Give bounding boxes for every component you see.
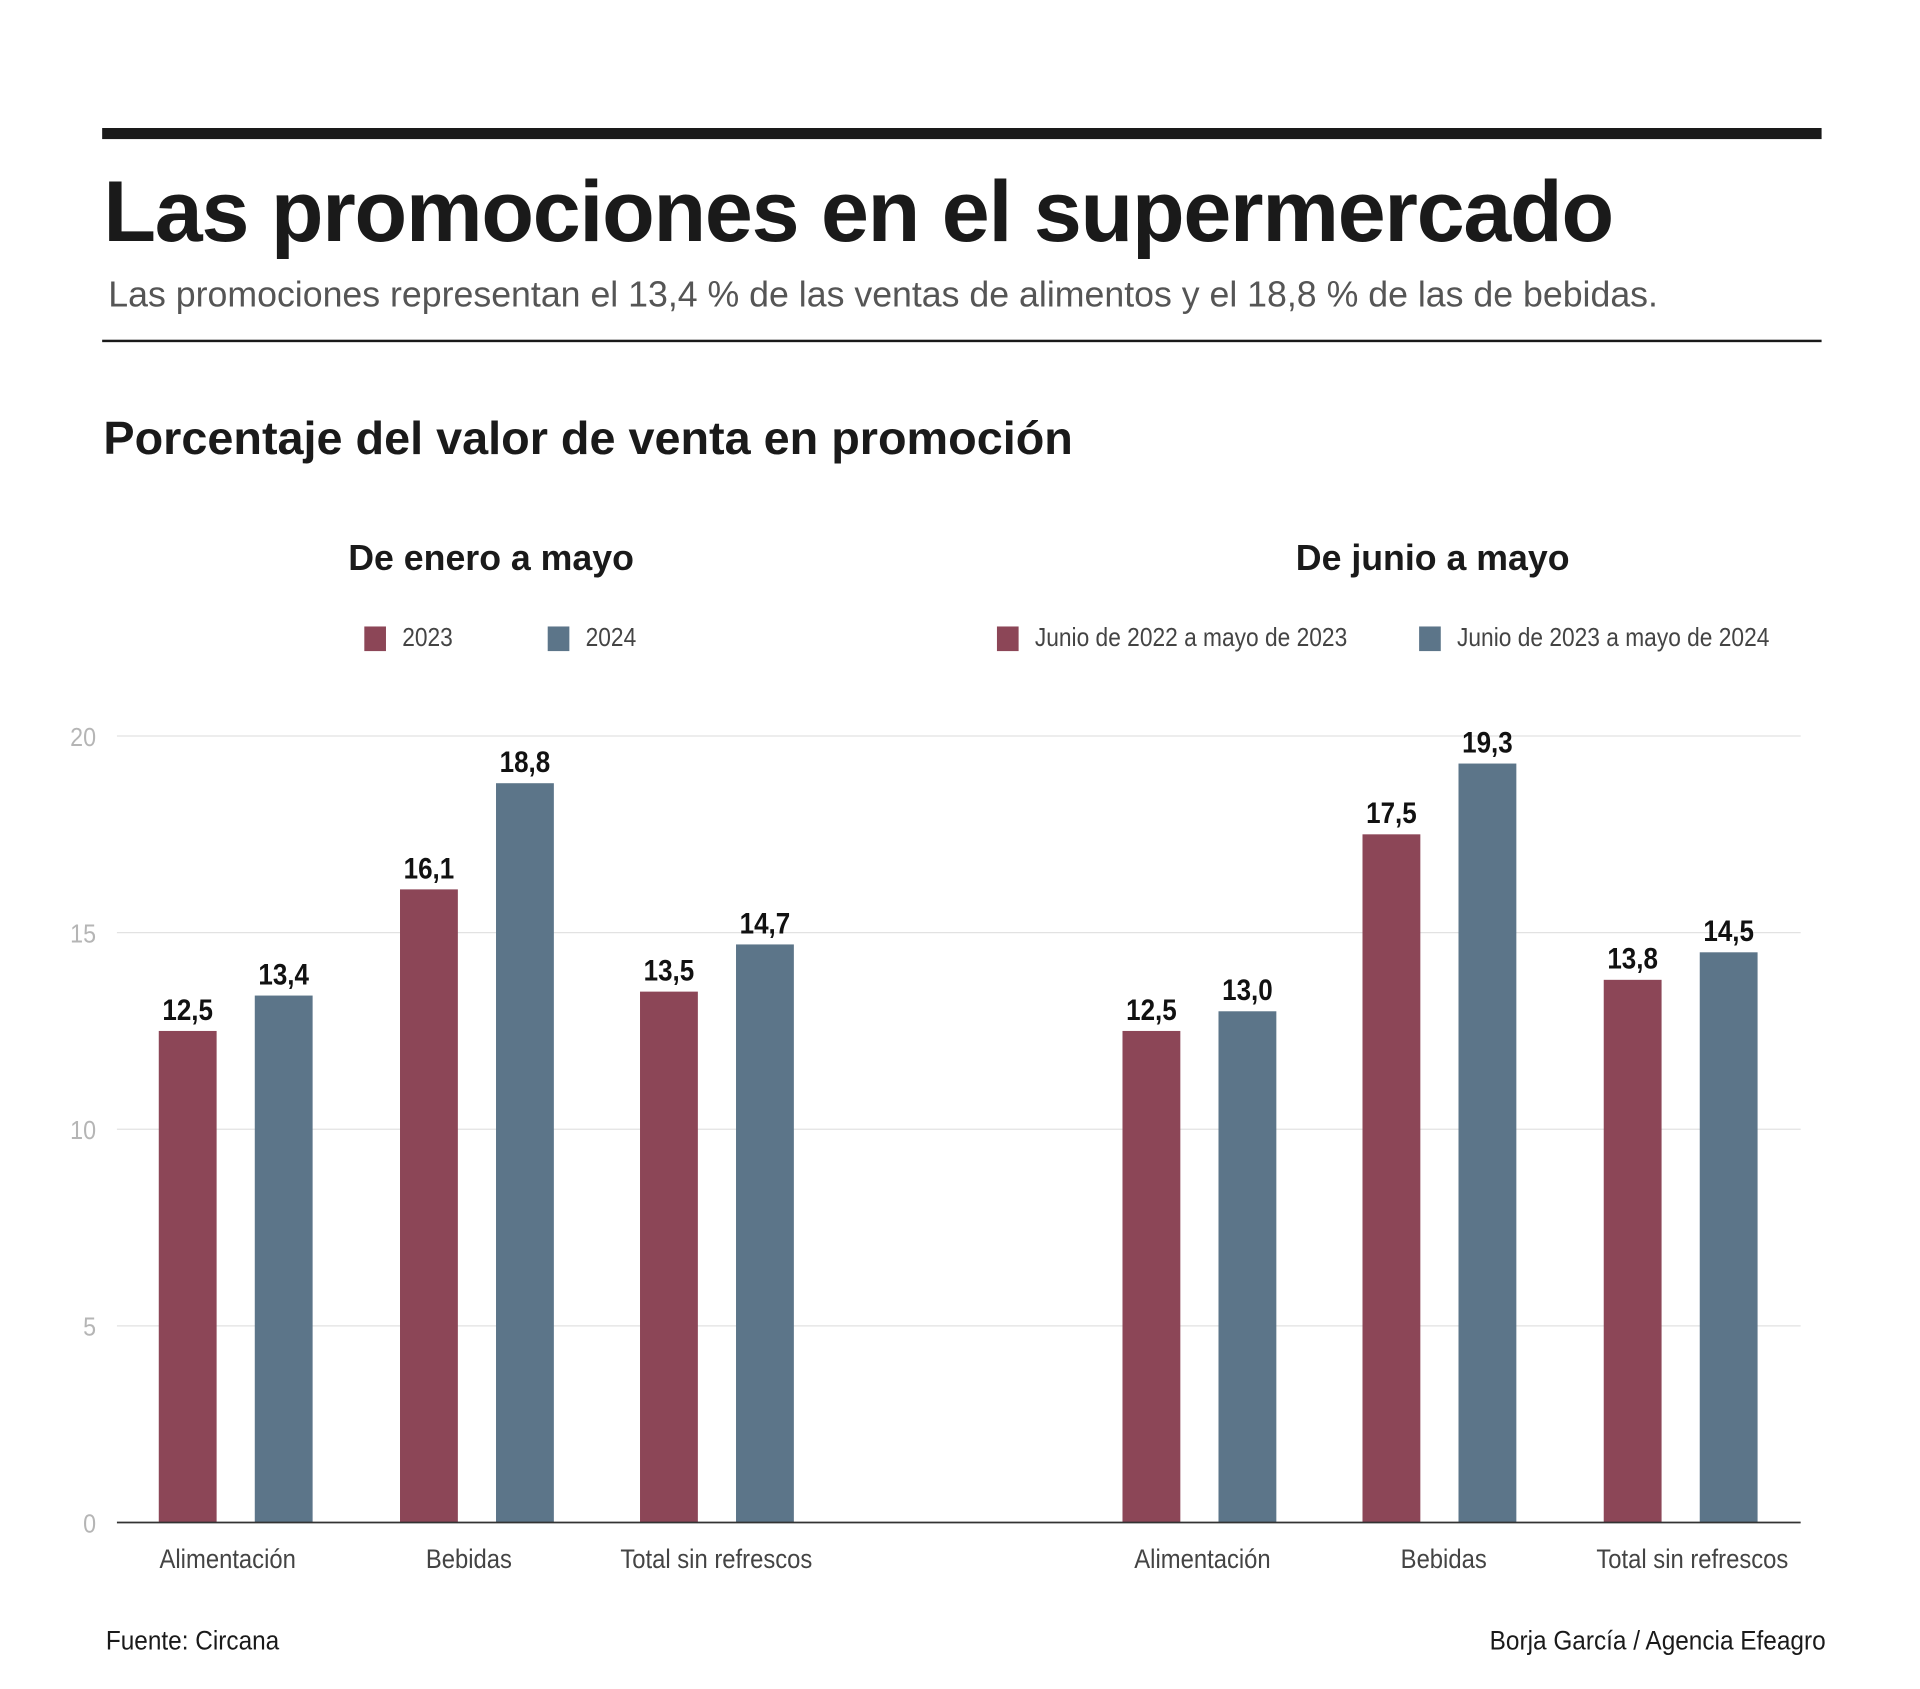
legend-swatch — [547, 626, 570, 652]
page-title: Las promociones en el supermercado — [103, 163, 1614, 260]
bar — [158, 1030, 217, 1523]
y-tick-label: 0 — [83, 1510, 96, 1538]
legend-label: 2023 — [402, 624, 453, 653]
legend-label: 2024 — [585, 624, 637, 653]
data-label: 18,8 — [500, 746, 551, 779]
legend-item-2022-2023: Junio de 2022 a mayo de 2023 — [996, 624, 1348, 654]
legend-swatch — [364, 626, 386, 652]
panel-title-right: De junio a mayo — [1295, 539, 1570, 579]
x-tick-label: Bebidas — [426, 1545, 512, 1575]
x-tick-label: Alimentación — [159, 1545, 295, 1575]
legend-swatch — [1419, 626, 1441, 652]
bar — [1362, 834, 1421, 1523]
y-tick-label: 15 — [70, 920, 96, 948]
bar — [496, 783, 554, 1523]
x-tick-label: Total sin refrescos — [1596, 1545, 1788, 1575]
bar — [400, 889, 458, 1523]
panel-title-left: De enero a mayo — [348, 539, 634, 579]
data-label: 16,1 — [404, 852, 455, 885]
x-tick-label: Alimentación — [1134, 1545, 1270, 1575]
data-label: 13,4 — [258, 958, 309, 991]
legend-swatch — [996, 626, 1019, 652]
y-tick-label: 10 — [70, 1117, 96, 1145]
top-bar — [102, 128, 1822, 140]
legend-label: Junio de 2023 a mayo de 2024 — [1457, 624, 1770, 653]
legend-label: Junio de 2022 a mayo de 2023 — [1034, 624, 1348, 653]
data-label: 17,5 — [1366, 797, 1417, 830]
bar — [254, 995, 313, 1523]
data-label: 13,0 — [1222, 974, 1273, 1007]
x-tick-label: Total sin refrescos — [620, 1545, 812, 1575]
chart-heading: Porcentaje del valor de venta en promoci… — [103, 413, 1073, 466]
y-tick-label: 5 — [83, 1314, 96, 1342]
bar — [640, 991, 698, 1523]
data-label: 13,5 — [644, 954, 695, 987]
bar — [1603, 979, 1662, 1523]
bar — [1122, 1030, 1181, 1523]
data-label: 14,5 — [1703, 915, 1754, 948]
bar — [1458, 763, 1517, 1523]
page-subtitle: Las promociones representan el 13,4 % de… — [108, 275, 1658, 316]
bar — [736, 944, 794, 1523]
legend-item-2023: 2023 — [364, 624, 453, 654]
legend-item-2023-2024: Junio de 2023 a mayo de 2024 — [1419, 624, 1769, 654]
data-label: 19,3 — [1462, 726, 1513, 759]
data-label: 13,8 — [1607, 942, 1658, 975]
data-label: 14,7 — [740, 907, 791, 940]
data-label: 12,5 — [162, 993, 213, 1026]
bar — [1218, 1011, 1277, 1523]
bar — [1699, 952, 1758, 1523]
legend-item-2024: 2024 — [547, 624, 637, 654]
source-note: Fuente: Circana — [105, 1624, 280, 1656]
y-tick-label: 20 — [70, 724, 96, 752]
divider — [102, 339, 1822, 343]
data-label: 12,5 — [1126, 993, 1177, 1026]
credit-note: Borja García / Agencia Efeagro — [1489, 1624, 1826, 1656]
x-tick-label: Bebidas — [1401, 1545, 1487, 1575]
